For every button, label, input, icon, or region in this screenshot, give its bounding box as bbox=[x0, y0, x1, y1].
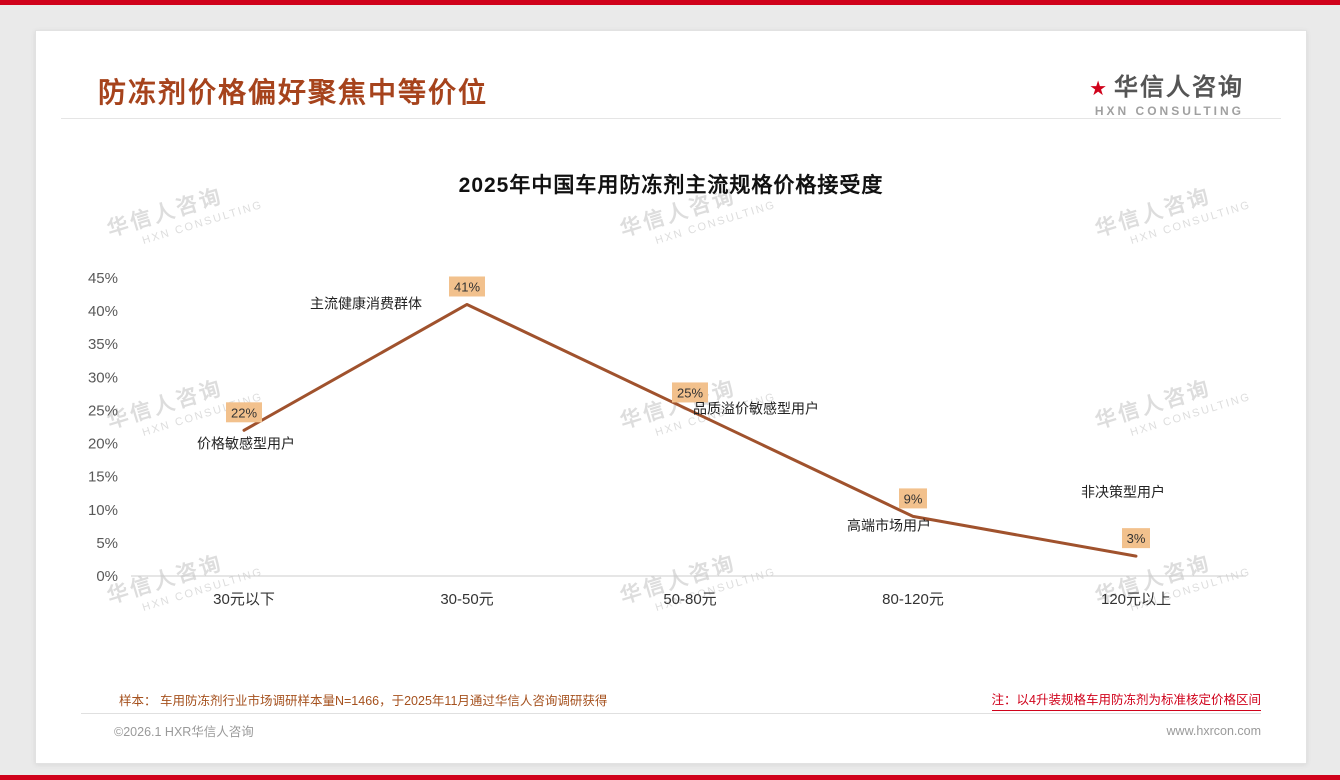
value-label: 25% bbox=[677, 385, 703, 400]
logo-subtitle: HXN CONSULTING bbox=[1094, 104, 1244, 118]
annotation-label: 品质溢价敏感型用户 bbox=[693, 400, 819, 416]
annotation-label: 非决策型用户 bbox=[1081, 484, 1165, 500]
x-category-label: 30-50元 bbox=[440, 591, 493, 608]
value-label-box bbox=[899, 488, 927, 509]
x-category-label: 30元以下 bbox=[213, 591, 275, 608]
brand-logo: ★ 华信人咨询 HXN CONSULTING bbox=[1089, 67, 1244, 118]
chart-line bbox=[242, 302, 1138, 558]
value-label: 9% bbox=[904, 491, 923, 506]
value-label-box bbox=[1122, 528, 1150, 549]
annotation-label: 高端市场用户 bbox=[847, 517, 931, 533]
star-icon: ★ bbox=[1089, 78, 1109, 100]
y-tick-label: 45% bbox=[88, 270, 118, 287]
y-tick-label: 40% bbox=[88, 303, 118, 320]
sample-note: 样本： 车用防冻剂行业市场调研样本量N=1466，于2025年11月通过华信人咨… bbox=[119, 694, 608, 708]
y-tick-label: 0% bbox=[96, 568, 118, 585]
x-category-label: 80-120元 bbox=[882, 591, 944, 608]
logo-name: 华信人咨询 bbox=[1114, 74, 1244, 101]
value-label: 41% bbox=[454, 279, 480, 294]
annotation-label: 主流健康消费群体 bbox=[310, 295, 422, 311]
price-basis-note: 注：以4升装规格车用防冻剂为标准核定价格区间 bbox=[991, 689, 1261, 711]
line-chart: 0% 5% 10% 15% 20% 25% 30% 35% 40% 45% 22% 41% 25% 9% 3… bbox=[88, 270, 1246, 608]
y-tick-label: 5% bbox=[96, 535, 118, 552]
value-label-box bbox=[672, 382, 708, 403]
value-label-box bbox=[449, 276, 485, 297]
page-title: 防冻剂价格偏好聚焦中等价位 bbox=[98, 77, 489, 108]
y-tick-label: 15% bbox=[88, 469, 118, 486]
value-label: 3% bbox=[1127, 531, 1146, 546]
chart-title: 2025年中国车用防冻剂主流规格价格接受度 bbox=[458, 174, 884, 197]
logo-name-row: ★ 华信人咨询 bbox=[1089, 67, 1244, 102]
footer-row: ©2026.1 HXR华信人咨询 www.hxrcon.com bbox=[81, 721, 1261, 740]
x-category-label: 120元以上 bbox=[1101, 591, 1171, 608]
x-category-label: 50-80元 bbox=[663, 591, 716, 608]
copyright-text: ©2026.1 HXR华信人咨询 bbox=[114, 725, 254, 739]
y-tick-label: 30% bbox=[88, 369, 118, 386]
y-tick-label: 25% bbox=[88, 402, 118, 419]
y-tick-label: 20% bbox=[88, 436, 118, 453]
y-tick-label: 35% bbox=[88, 336, 118, 353]
top-accent-bar bbox=[0, 0, 1340, 5]
annotation-label: 价格敏感型用户 bbox=[197, 435, 295, 451]
header-divider bbox=[61, 118, 1281, 119]
bottom-accent-bar bbox=[0, 775, 1340, 780]
y-tick-label: 10% bbox=[88, 502, 118, 519]
value-label-box bbox=[226, 402, 262, 423]
slide-card: 华信人咨询 HXN CONSULTING 华信人咨询 HXN CONSULTING 华信… bbox=[35, 30, 1307, 764]
website-text: www.hxrcon.com bbox=[1166, 723, 1261, 738]
footnotes-row: 样本： 车用防冻剂行业市场调研样本量N=1466，于2025年11月通过华信人咨… bbox=[81, 686, 1261, 714]
value-label: 22% bbox=[231, 405, 257, 420]
